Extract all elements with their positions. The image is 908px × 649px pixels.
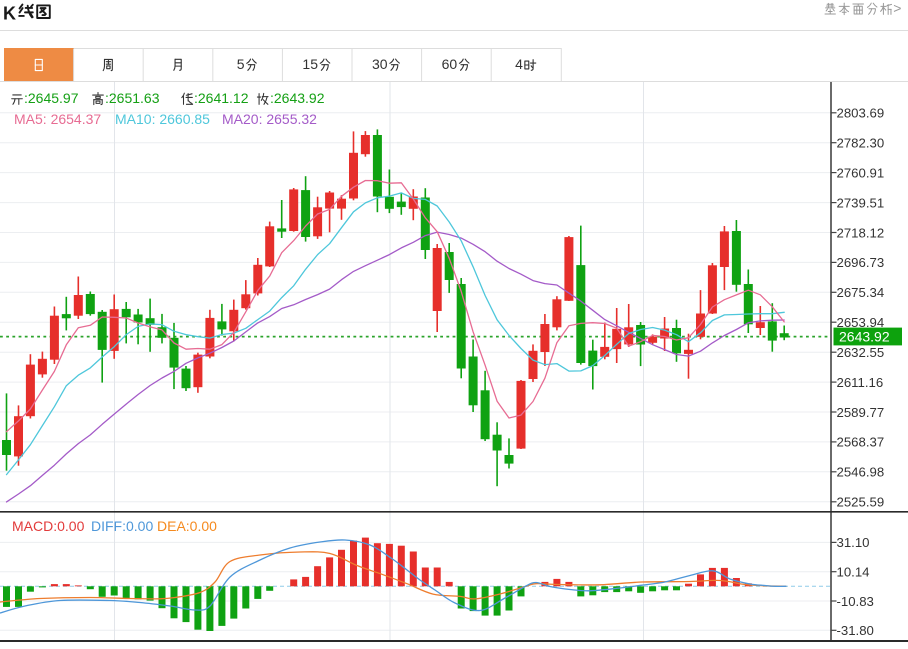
svg-text:2525.59: 2525.59 [837,495,885,510]
svg-text:2589.77: 2589.77 [837,405,885,420]
svg-text::2641.12: :2641.12 [194,90,249,106]
svg-text:5: 5 [237,56,245,72]
svg-text:2675.34: 2675.34 [837,285,885,300]
svg-text:2643.92: 2643.92 [839,329,890,345]
svg-text:DEA:0.00: DEA:0.00 [157,518,217,534]
svg-text:0: 0 [449,56,457,72]
svg-text:K: K [3,4,16,24]
svg-text:2653.94: 2653.94 [837,315,885,330]
svg-text:2718.12: 2718.12 [837,225,885,240]
svg-text:2803.69: 2803.69 [837,106,885,121]
svg-text:1: 1 [302,56,310,72]
svg-text:31.10: 31.10 [837,535,870,550]
svg-text::2651.63: :2651.63 [105,90,160,106]
svg-text::2645.97: :2645.97 [24,90,79,106]
svg-text:5: 5 [310,56,318,72]
svg-text::2643.92: :2643.92 [270,90,325,106]
svg-text:0: 0 [380,56,388,72]
svg-text:4: 4 [515,56,523,72]
svg-text:MA10: 2660.85: MA10: 2660.85 [115,111,210,127]
svg-text:3: 3 [372,56,380,72]
svg-text:MA20: 2655.32: MA20: 2655.32 [222,111,317,127]
svg-text:2696.73: 2696.73 [837,255,885,270]
svg-text:10.14: 10.14 [837,565,870,580]
svg-text:MA5: 2654.37: MA5: 2654.37 [14,111,101,127]
svg-text:DIFF:0.00: DIFF:0.00 [91,518,153,534]
svg-text:-10.83: -10.83 [837,594,874,609]
svg-text:2546.98: 2546.98 [837,465,885,480]
svg-text:-31.80: -31.80 [837,623,874,638]
svg-text:2568.37: 2568.37 [837,435,885,450]
svg-text:6: 6 [442,56,450,72]
svg-text:2632.55: 2632.55 [837,345,885,360]
svg-text:>: > [893,0,901,16]
svg-text:2782.30: 2782.30 [837,136,885,151]
svg-text:MACD:0.00: MACD:0.00 [12,518,85,534]
svg-text:2760.91: 2760.91 [837,165,885,180]
svg-text:2611.16: 2611.16 [837,375,884,390]
svg-text:2739.51: 2739.51 [837,195,885,210]
